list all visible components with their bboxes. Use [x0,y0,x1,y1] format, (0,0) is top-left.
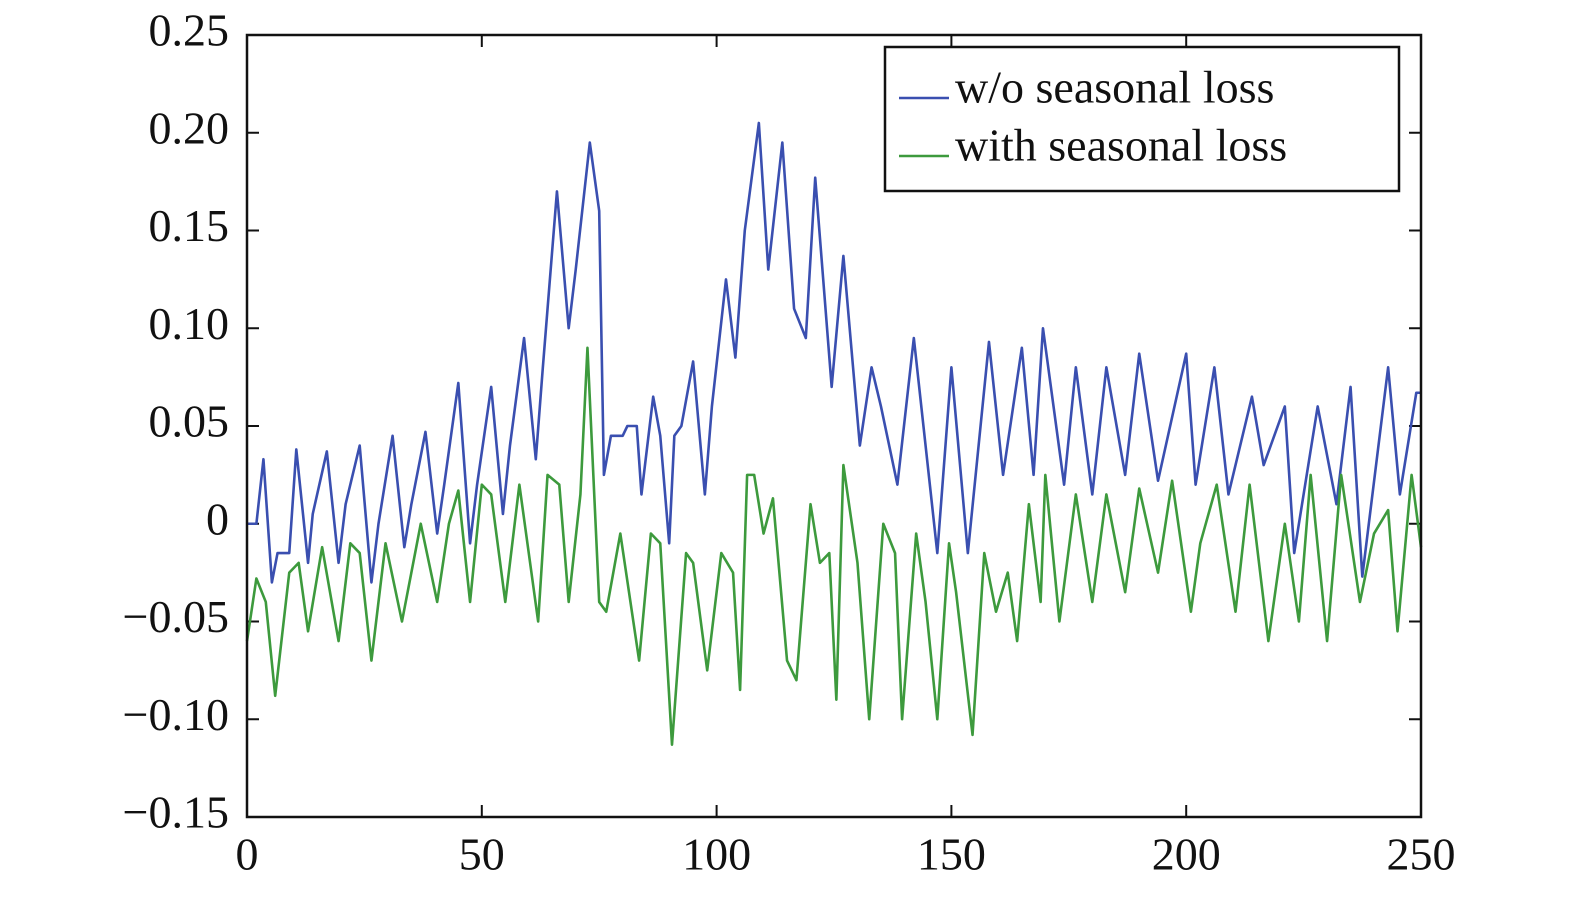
legend-box [883,45,1401,193]
y-tick-label: 0.25 [149,5,230,56]
y-tick-label: 0 [206,493,229,544]
x-tick-label: 150 [917,829,986,880]
y-tick-label: −0.05 [123,591,229,642]
legend-label: w/o seasonal loss [955,62,1274,113]
x-tick-label: 250 [1387,829,1456,880]
x-tick-label: 50 [459,829,505,880]
legend-label: with seasonal loss [955,120,1287,171]
legend: w/o seasonal loss with seasonal loss [883,45,1401,193]
y-tick-label: 0.20 [149,102,230,153]
y-tick-label: 0.15 [149,200,230,251]
plot-frame [245,33,1423,819]
x-tick-label: 100 [682,829,751,880]
y-tick-label: −0.10 [123,689,229,740]
y-tick-label: 0.05 [149,396,230,447]
y-tick-label: 0.10 [149,298,230,349]
data-line [247,121,1421,584]
x-tick-label: 0 [236,829,259,880]
x-tick-label: 200 [1152,829,1221,880]
data-line [245,346,1423,746]
y-tick-label: −0.15 [123,787,229,838]
